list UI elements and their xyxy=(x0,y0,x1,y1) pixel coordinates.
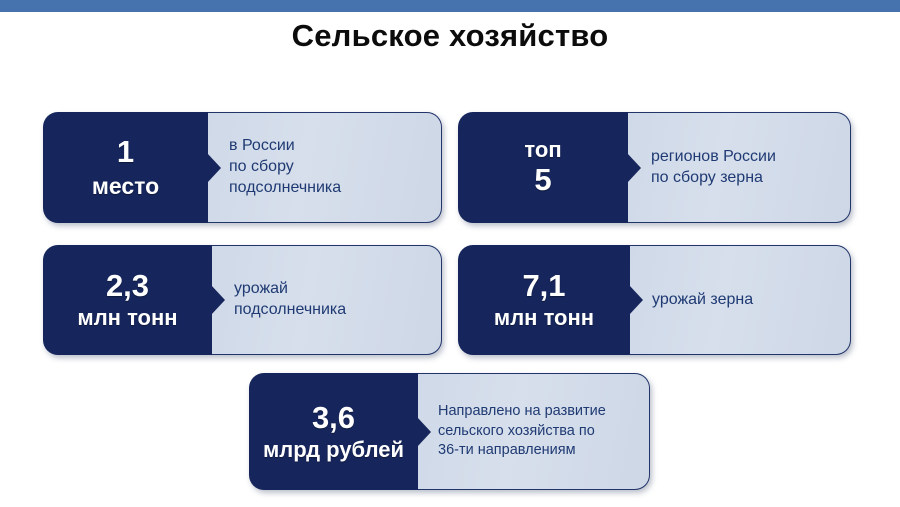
stat-card-sunflower-harvest: 2,3 млн тонн урожай подсолнечника xyxy=(43,245,442,355)
top-accent-bar xyxy=(0,0,900,12)
stat-unit: млн тонн xyxy=(77,305,178,331)
stat-panel: топ 5 xyxy=(458,112,628,223)
stat-value: 1 xyxy=(116,134,135,170)
stat-unit: млн тонн xyxy=(493,305,595,331)
description-panel: Направлено на развитие сельского хозяйст… xyxy=(418,373,650,490)
stat-value: 2,3 xyxy=(105,268,150,303)
stat-panel: 2,3 млн тонн xyxy=(43,245,212,355)
slide-title: Сельское хозяйство xyxy=(291,18,609,53)
stat-unit: 5 xyxy=(534,161,552,197)
stat-panel: 1 место xyxy=(43,112,208,223)
stat-card-top-regions-grain: топ 5 регионов России по сбору зерна xyxy=(458,112,851,223)
stat-card-grain-harvest: 7,1 млн тонн урожай зерна xyxy=(458,245,851,355)
stat-card-agriculture-funding: 3,6 млрд рублей Направлено на развитие с… xyxy=(249,373,650,490)
stat-panel: 3,6 млрд рублей xyxy=(249,373,418,490)
description-text: урожай подсолнечника xyxy=(234,280,347,318)
stat-value: топ xyxy=(524,136,562,162)
description-panel: регионов России по сбору зерна xyxy=(628,112,851,223)
description-panel: в России по сбору подсолнечника xyxy=(208,112,442,223)
stat-panel: 7,1 млн тонн xyxy=(458,245,630,355)
stat-unit: млрд рублей xyxy=(262,436,405,462)
stat-unit: место xyxy=(91,172,160,199)
description-text: регионов России по сбору зерна xyxy=(651,147,776,186)
description-text: урожай зерна xyxy=(652,290,754,308)
stat-card-place-sunflower: 1 место в России по сбору подсолнечника xyxy=(43,112,442,223)
description-panel: урожай подсолнечника xyxy=(212,245,442,355)
description-panel: урожай зерна xyxy=(630,245,851,355)
stat-value: 3,6 xyxy=(311,399,356,435)
description-text: Направлено на развитие сельского хозяйст… xyxy=(438,402,606,459)
stat-value: 7,1 xyxy=(522,268,566,303)
description-text: в России по сбору подсолнечника xyxy=(229,137,342,196)
